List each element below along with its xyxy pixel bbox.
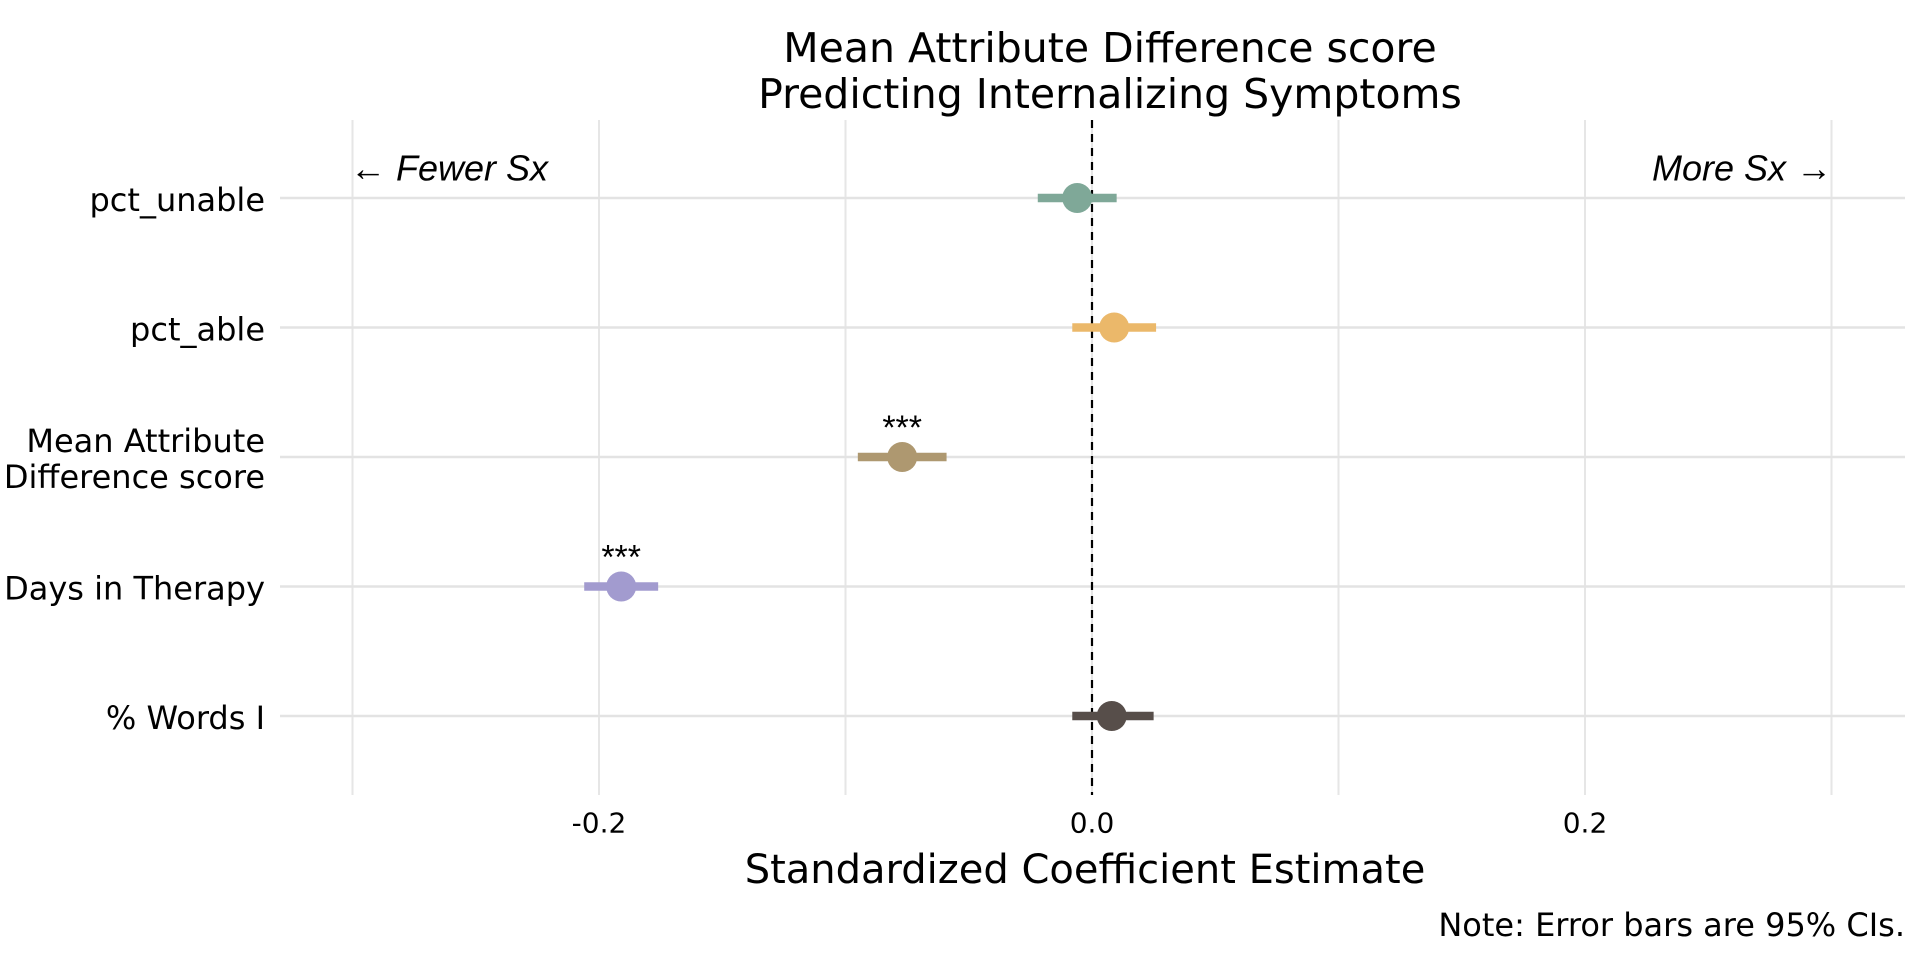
data-marks: *** *** xyxy=(584,183,1157,731)
title-line: Mean Attribute Difference score xyxy=(783,24,1436,72)
x-tick-label: 0.2 xyxy=(1563,807,1608,840)
y-axis-label: Days in Therapy xyxy=(4,570,265,608)
chart-title: Mean Attribute Difference scorePredictin… xyxy=(758,24,1462,118)
point-estimate xyxy=(1096,701,1127,731)
direction-label-right: More Sx → xyxy=(1652,148,1832,189)
significance-stars: *** xyxy=(601,539,641,577)
y-axis-label: Mean Attribute xyxy=(26,422,265,460)
point-estimate xyxy=(1099,312,1130,343)
y-axis-label: pct_able xyxy=(130,311,265,349)
significance-stars: *** xyxy=(882,409,922,447)
y-axis-labels: pct_unable pct_able Mean AttributeDifferen… xyxy=(4,181,265,737)
y-axis-label: Difference score xyxy=(4,458,265,496)
x-axis-ticks: -0.2 0.0 0.2 Standardized Coefficient Estim… xyxy=(572,807,1608,894)
y-axis-label: pct_unable xyxy=(89,181,265,219)
point-estimate xyxy=(887,442,918,472)
point-estimate xyxy=(606,571,637,602)
direction-label-left: ← Fewer Sx xyxy=(350,148,550,189)
gridlines xyxy=(280,120,1905,795)
x-tick-label: 0.0 xyxy=(1070,807,1115,840)
x-tick-label: -0.2 xyxy=(572,807,627,840)
x-axis-title: Standardized Coefficient Estimate xyxy=(745,847,1426,893)
footnote: Note: Error bars are 95% CIs. xyxy=(1438,906,1905,944)
annotations: ← Fewer Sx More Sx → Note: Error bars are … xyxy=(350,148,1905,945)
title-line: Predicting Internalizing Symptoms xyxy=(758,70,1462,118)
y-axis-label: % Words I xyxy=(106,699,265,737)
point-estimate xyxy=(1062,183,1093,213)
